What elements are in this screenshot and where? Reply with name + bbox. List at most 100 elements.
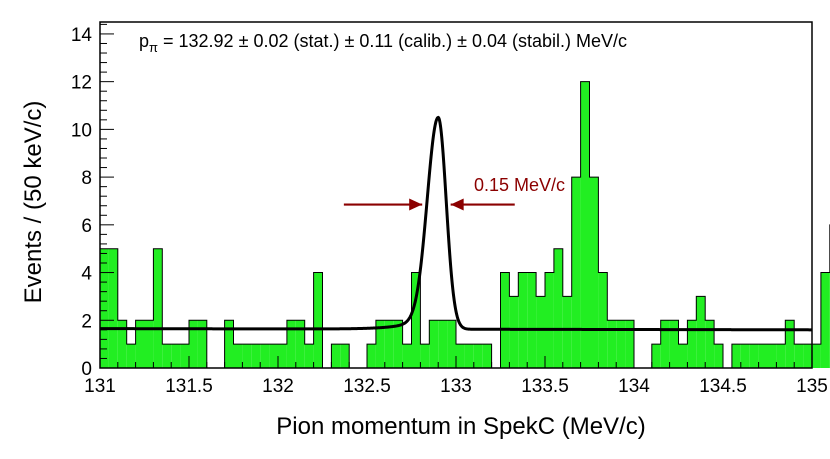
histogram-bin bbox=[242, 344, 252, 368]
x-tick-label: 131.5 bbox=[165, 376, 213, 397]
histogram-bin bbox=[607, 320, 617, 368]
histogram-bin bbox=[794, 344, 804, 368]
histogram-bin bbox=[785, 320, 795, 368]
histogram-bin bbox=[100, 248, 109, 368]
x-axis: 131 131.5 132 132.5 133 133.5 134 134.5 135 bbox=[84, 356, 828, 397]
arrow-head bbox=[409, 198, 423, 211]
histogram-bin bbox=[117, 320, 127, 368]
x-tick-label: 132 bbox=[262, 376, 294, 397]
histogram-bin bbox=[402, 344, 412, 368]
histogram-bin bbox=[180, 344, 189, 368]
histogram-bin bbox=[509, 296, 519, 368]
histogram-bin bbox=[527, 272, 537, 368]
histogram-bin bbox=[473, 344, 483, 368]
histogram-bin bbox=[286, 320, 296, 368]
histogram-bin bbox=[126, 344, 136, 368]
histogram-bin bbox=[224, 320, 234, 368]
histogram-bin bbox=[197, 320, 207, 368]
histogram-bin bbox=[393, 320, 403, 368]
histogram-bin bbox=[580, 81, 590, 368]
x-tick-label: 134 bbox=[618, 376, 650, 397]
histogram-bin bbox=[482, 344, 492, 368]
x-tick-label: 134.5 bbox=[699, 376, 747, 397]
histogram-bin bbox=[598, 272, 608, 368]
histogram-bin bbox=[687, 320, 697, 368]
histogram-bin bbox=[536, 296, 545, 368]
y-tick-label: 8 bbox=[81, 168, 92, 189]
annotation-result-text: = 132.92 ± 0.02 (stat.) ± 0.11 (calib.) … bbox=[158, 31, 627, 51]
histogram-bin bbox=[456, 344, 465, 368]
histogram-bin bbox=[313, 272, 323, 368]
peak-width-arrows bbox=[343, 198, 515, 211]
histogram-bin bbox=[367, 344, 376, 368]
histogram-bins bbox=[99, 81, 830, 369]
histogram-bin bbox=[714, 344, 723, 368]
histogram-bin bbox=[749, 344, 759, 368]
histogram-bin bbox=[420, 344, 430, 368]
histogram-bin bbox=[375, 320, 385, 368]
histogram-bin bbox=[705, 320, 715, 368]
histogram-bin bbox=[189, 320, 198, 368]
x-tick-label: 133 bbox=[440, 376, 472, 397]
histogram-bin bbox=[660, 320, 670, 368]
histogram-bin bbox=[153, 248, 163, 368]
annotation-pi-subscript: π bbox=[149, 40, 158, 55]
y-tick-label: 6 bbox=[81, 216, 92, 237]
histogram-bin bbox=[518, 272, 528, 368]
y-tick-label: 12 bbox=[71, 73, 92, 94]
histogram-bin bbox=[589, 177, 599, 368]
y-axis-title: Events / (50 keV/c) bbox=[20, 101, 47, 304]
y-tick-label: 2 bbox=[81, 311, 92, 332]
histogram-bin bbox=[731, 344, 741, 368]
histogram-bin bbox=[384, 320, 394, 368]
histogram-bin bbox=[260, 344, 270, 368]
histogram-bin bbox=[767, 344, 777, 368]
x-tick-label: 133.5 bbox=[521, 376, 569, 397]
histogram-bin bbox=[295, 320, 305, 368]
histogram-bin bbox=[464, 344, 474, 368]
histogram-bin bbox=[447, 320, 456, 368]
histogram-bin bbox=[500, 272, 510, 368]
histogram-bin bbox=[616, 320, 626, 368]
histogram-bin bbox=[251, 344, 261, 368]
histogram-bin bbox=[162, 344, 172, 368]
histogram-bin bbox=[696, 296, 706, 368]
histogram-bin bbox=[812, 344, 821, 368]
annotation-p-symbol: p bbox=[139, 31, 149, 51]
histogram-bin bbox=[669, 320, 679, 368]
y-axis: 0 2 4 6 8 10 12 14 bbox=[71, 23, 114, 380]
peak-width-label: 0.15 MeV/c bbox=[474, 175, 565, 195]
histogram-bin bbox=[820, 272, 830, 368]
histogram-bin bbox=[571, 177, 581, 368]
x-tick-label: 131 bbox=[84, 376, 116, 397]
histogram-bin bbox=[171, 344, 181, 368]
histogram-bin bbox=[438, 320, 448, 368]
histogram-bin bbox=[803, 344, 812, 368]
histogram-bin bbox=[776, 344, 786, 368]
y-tick-label: 14 bbox=[71, 25, 93, 46]
x-tick-label: 135 bbox=[796, 376, 828, 397]
histogram-bin bbox=[135, 320, 145, 368]
histogram-bin bbox=[108, 248, 118, 368]
histogram-bin bbox=[545, 272, 554, 368]
histogram-bin bbox=[651, 344, 661, 368]
histogram-bin bbox=[278, 344, 287, 368]
y-tick-label: 4 bbox=[81, 264, 92, 285]
y-tick-label: 0 bbox=[81, 359, 92, 380]
histogram-bin bbox=[740, 344, 750, 368]
histogram-bin bbox=[562, 296, 572, 368]
x-axis-title: Pion momentum in SpekC (MeV/c) bbox=[276, 413, 645, 440]
momentum-result-annotation: pπ = 132.92 ± 0.02 (stat.) ± 0.11 (calib… bbox=[139, 31, 627, 55]
histogram-bin bbox=[625, 320, 634, 368]
histogram-outline bbox=[99, 81, 830, 369]
x-tick-label: 132.5 bbox=[343, 376, 391, 397]
histogram-bin bbox=[678, 344, 688, 368]
histogram-bin bbox=[340, 344, 350, 368]
histogram-bin bbox=[553, 248, 563, 368]
histogram-bin bbox=[429, 320, 439, 368]
fit-curve bbox=[100, 115, 812, 332]
histogram-bin bbox=[233, 344, 243, 368]
y-tick-label: 10 bbox=[71, 120, 92, 141]
